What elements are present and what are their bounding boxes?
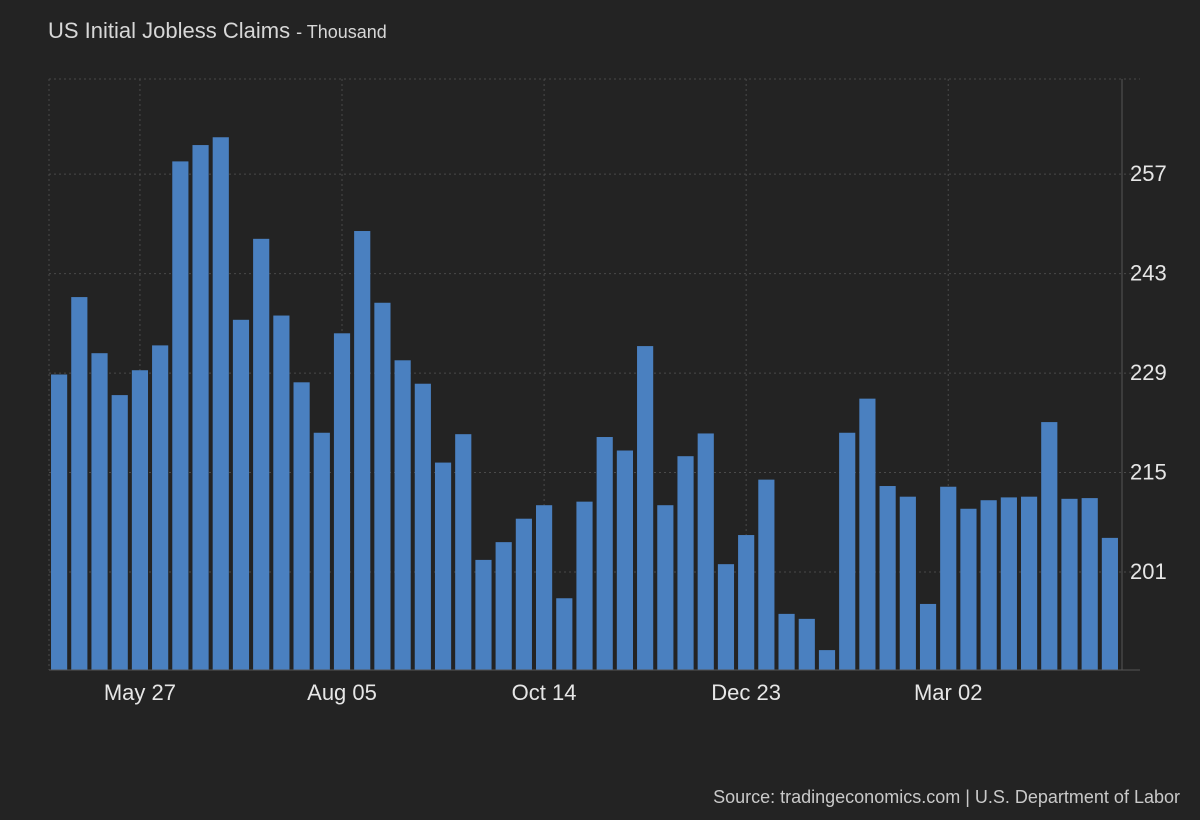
bar <box>1081 498 1098 670</box>
x-tick-label: Aug 05 <box>307 680 377 705</box>
bar <box>333 333 351 670</box>
bar <box>434 462 452 670</box>
chart-title-row: US Initial Jobless Claims - Thousand <box>48 18 387 44</box>
bar <box>71 297 88 670</box>
bar <box>899 496 916 670</box>
y-tick-label: 243 <box>1130 261 1167 286</box>
y-tick-label: 257 <box>1130 161 1167 186</box>
bar <box>192 145 209 670</box>
bar <box>51 374 68 670</box>
bar <box>778 613 795 670</box>
bar <box>798 618 815 670</box>
bar <box>758 479 775 670</box>
bar <box>980 500 997 670</box>
bar <box>354 231 371 670</box>
bar <box>172 161 189 670</box>
bar <box>677 456 694 670</box>
chart-subtitle: - Thousand <box>296 22 387 42</box>
bar <box>818 650 836 670</box>
bar <box>1101 537 1118 670</box>
bar <box>212 137 229 670</box>
x-tick-label: Oct 14 <box>512 680 577 705</box>
bar <box>455 434 472 670</box>
bar <box>940 486 957 670</box>
bar <box>879 486 896 670</box>
source-note: Source: tradingeconomics.com | U.S. Depa… <box>713 787 1180 807</box>
bar <box>637 346 654 670</box>
x-tick-label: Dec 23 <box>711 680 781 705</box>
bar <box>596 437 613 670</box>
bar <box>576 501 593 670</box>
bar <box>293 382 310 670</box>
chart-title: US Initial Jobless Claims <box>48 18 291 43</box>
bar <box>1000 497 1017 670</box>
bar <box>536 505 553 670</box>
bar <box>253 238 270 670</box>
bar <box>1061 498 1078 670</box>
bar <box>131 370 149 670</box>
bar <box>414 383 431 670</box>
bar <box>91 353 108 670</box>
bar <box>839 432 856 670</box>
y-tick-label: 201 <box>1130 559 1167 584</box>
bar <box>738 535 755 670</box>
bars <box>51 137 1118 670</box>
bar <box>556 598 573 670</box>
bar <box>495 542 512 670</box>
bar <box>111 395 128 670</box>
bar <box>1020 496 1038 670</box>
bar <box>313 432 330 670</box>
bar <box>475 559 492 670</box>
y-tick-label: 215 <box>1130 460 1167 485</box>
bar <box>717 564 735 670</box>
bar <box>616 450 633 670</box>
bar <box>859 398 876 670</box>
bar <box>919 603 937 670</box>
bar <box>232 319 250 670</box>
bar <box>657 505 674 670</box>
bar <box>374 302 391 670</box>
bar <box>1041 422 1058 670</box>
x-tick-label: May 27 <box>104 680 176 705</box>
bar <box>697 433 714 670</box>
bar <box>515 518 532 670</box>
bar <box>152 345 169 670</box>
bar <box>273 315 290 670</box>
y-tick-label: 229 <box>1130 360 1167 385</box>
axes: 201 215 229 243 257 May 27 Aug 05 Oct 14 Dec 23 M… <box>49 79 1167 705</box>
bar <box>394 360 411 670</box>
bar <box>960 508 977 670</box>
x-tick-label: Mar 02 <box>914 680 982 705</box>
